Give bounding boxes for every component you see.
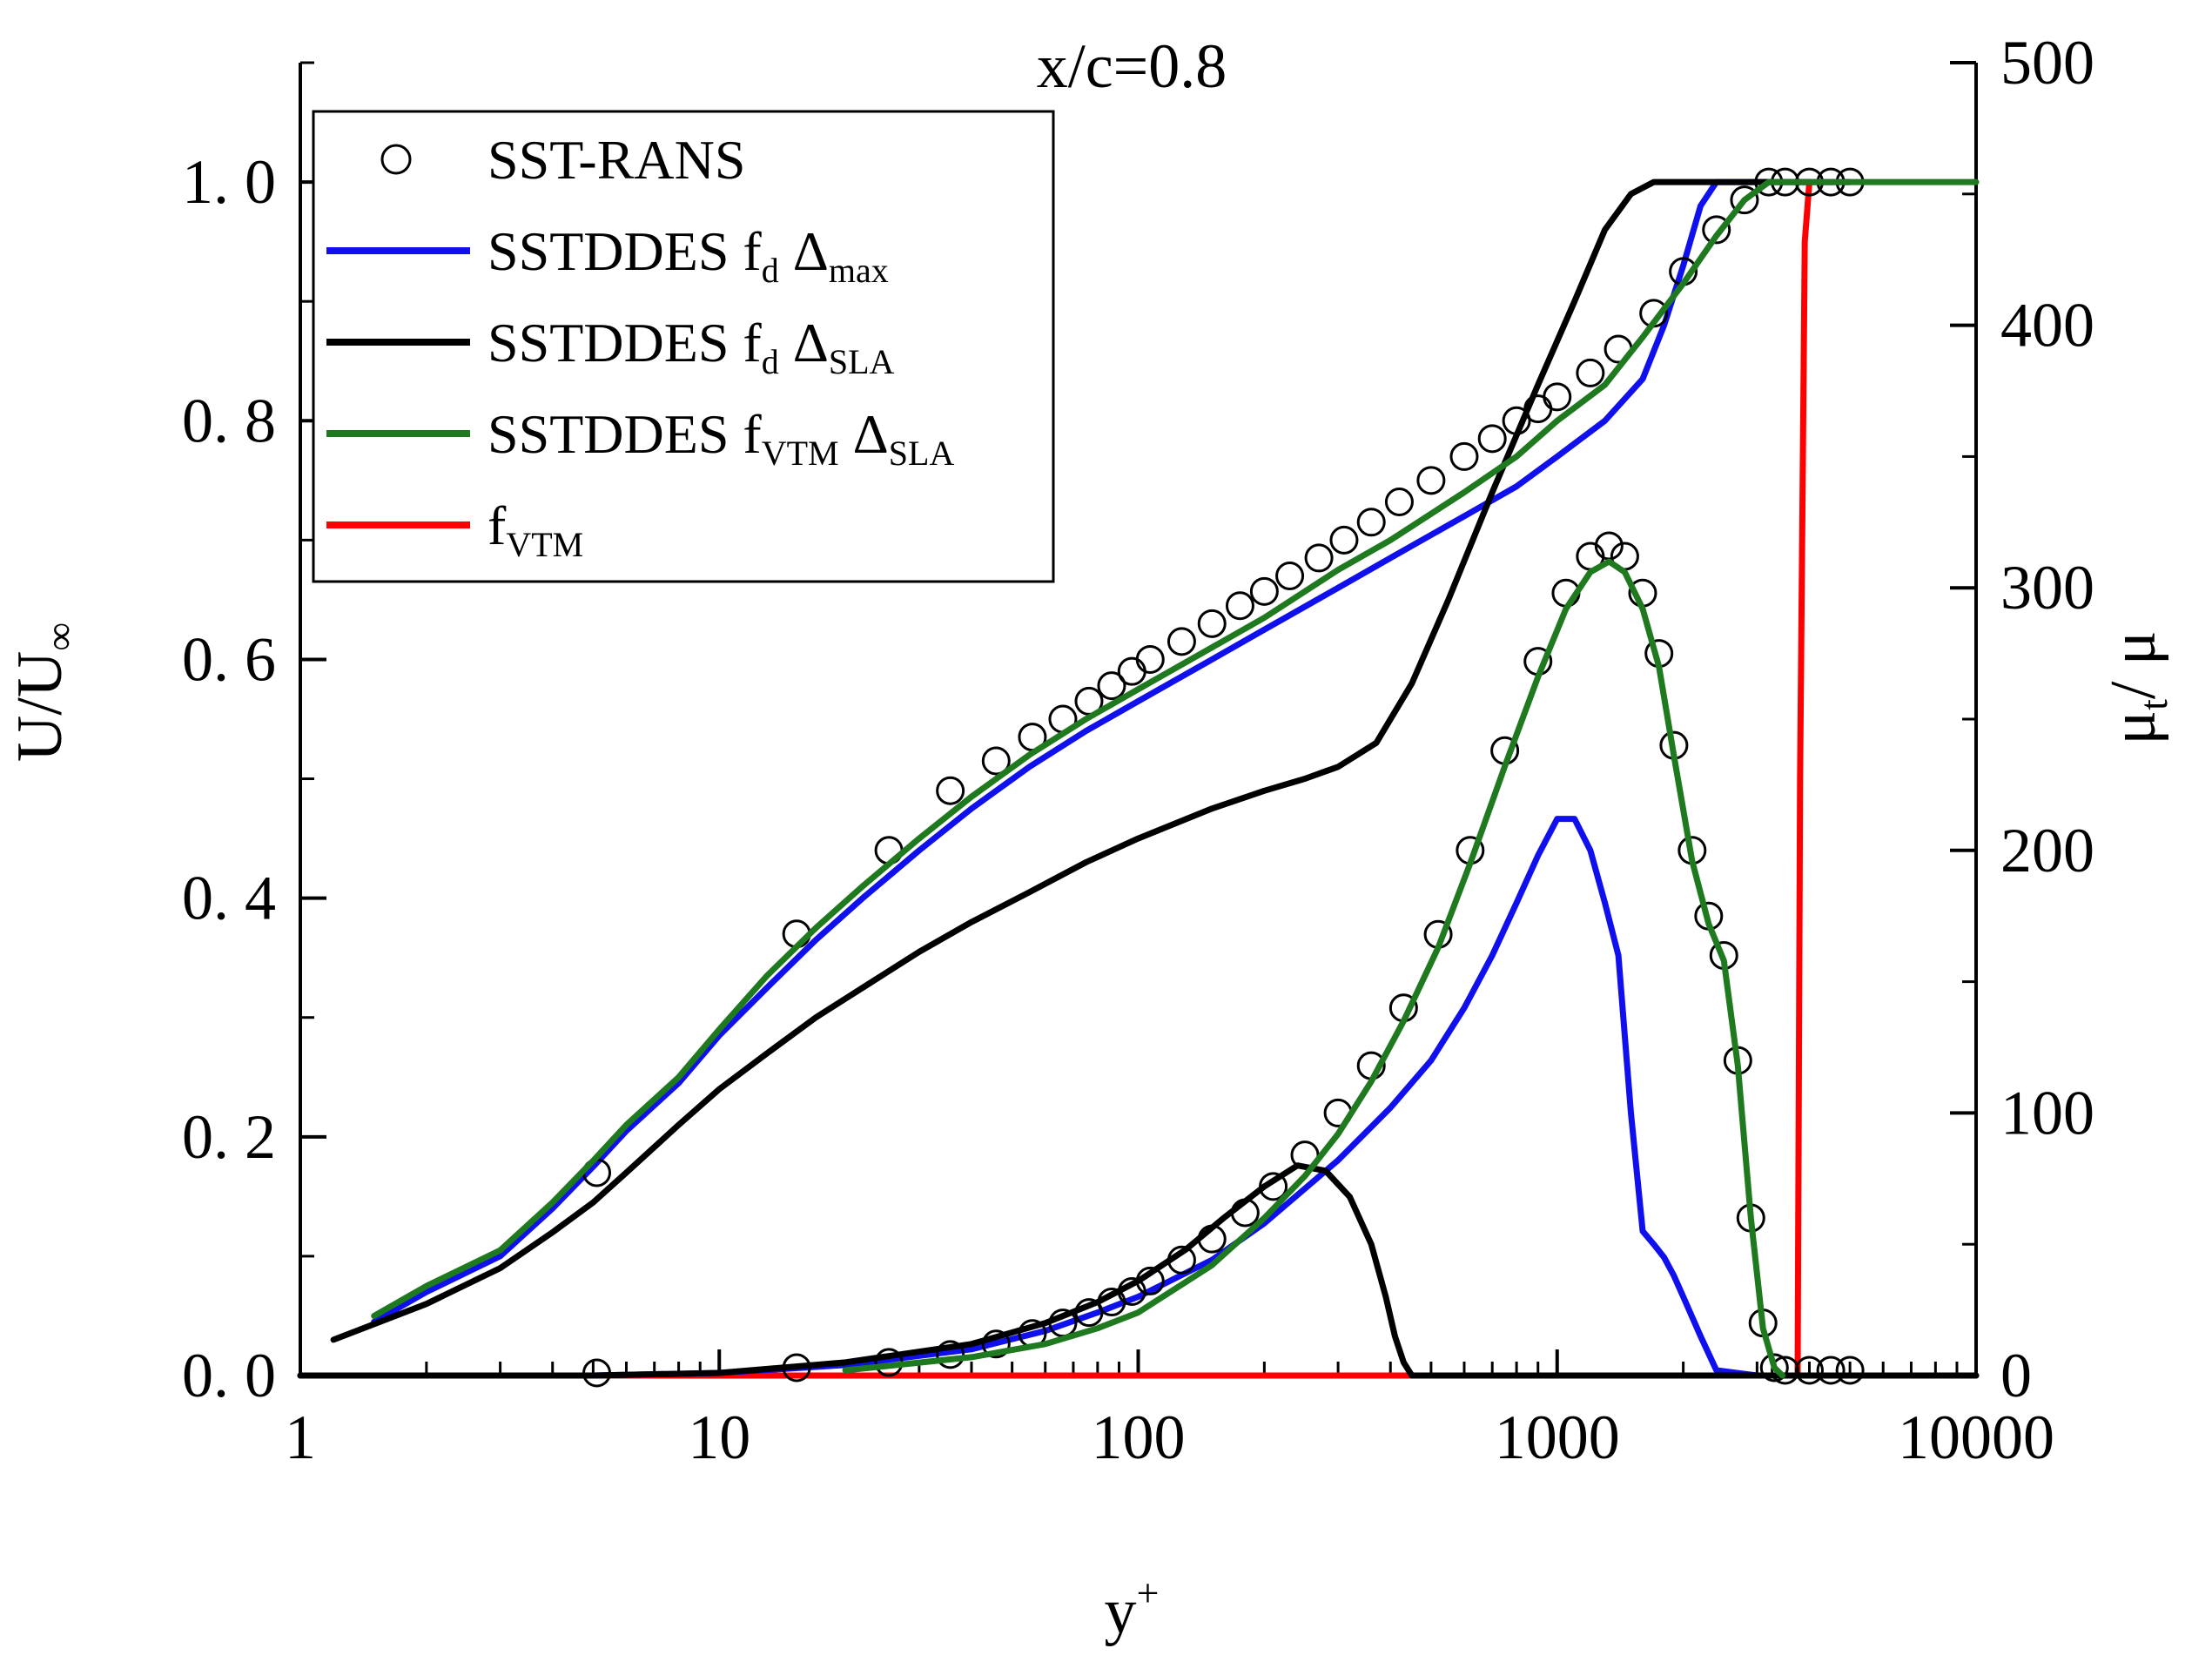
legend-label-fd_sla: SSTDDES fd ΔSLA (487, 312, 895, 381)
x-tick-label: 100 (1092, 1403, 1186, 1472)
fd_sla-velocity-line (330, 178, 1812, 1343)
fd_sla-viscosity-line (297, 1162, 1980, 1379)
sst_rans-viscosity-marker (1794, 1356, 1824, 1385)
x-tick-label: 1000 (1495, 1403, 1620, 1472)
sst_rans-viscosity-marker (1135, 1266, 1165, 1295)
sst_rans-velocity-marker (1730, 185, 1759, 215)
sst_rans-velocity-marker (1416, 466, 1446, 495)
legend-label-fvtm_sla: SSTDDES fVTM ΔSLA (487, 403, 954, 473)
sst_rans-viscosity-marker (582, 1358, 612, 1388)
legend-swatch-sst_rans (380, 144, 412, 175)
sst_rans-velocity-marker (1502, 406, 1531, 435)
x-axis-title: y+ (1105, 1571, 1160, 1647)
sst_rans-velocity-marker (1097, 671, 1126, 701)
fvtm_sla-velocity-line (371, 178, 1980, 1319)
legend-frame (312, 110, 1055, 583)
y-right-tick-label: 200 (2000, 816, 2094, 885)
sst_rans-velocity-marker (1167, 627, 1196, 656)
y-left-tick-label: 0. 6 (182, 624, 276, 694)
sst_rans-viscosity-marker (1771, 1356, 1800, 1385)
sst_rans-viscosity-marker (1230, 1198, 1260, 1228)
y-right-axis-title-text: μ (2098, 710, 2169, 745)
sst_rans-viscosity-marker (1835, 1356, 1865, 1385)
y-right-axis-title: μt/ μ (2098, 630, 2175, 744)
y-right-axis-title-group: μt/ μ (2098, 630, 2175, 744)
x-tick-label: 1 (285, 1403, 316, 1472)
sst_rans-velocity-marker (1249, 576, 1279, 606)
y-left-tick-label: 0. 8 (182, 386, 276, 455)
tick-labels: 1 10 100 1000 10000 0. 0 0. 2 0. 4 0. 6 0. 8 1. 0 0… (182, 28, 2094, 1472)
fd_max-viscosity-line (297, 816, 1980, 1379)
sst_rans-velocity-marker (1304, 543, 1334, 573)
sst_rans-velocity-marker (1384, 487, 1414, 516)
sst_rans-viscosity-marker (936, 1340, 965, 1369)
sst_rans-velocity-marker (1135, 644, 1165, 674)
y-left-axis-title: U/U∞ (4, 622, 82, 762)
sst_rans-velocity-marker (1576, 358, 1605, 387)
x-tick-label: 10 (688, 1403, 750, 1472)
y-left-axis-title-sub: ∞ (37, 622, 82, 651)
sst_rans-velocity-marker (1702, 215, 1731, 245)
y-left-tick-label: 0. 2 (182, 1102, 276, 1172)
x-tick-label: 10000 (1898, 1403, 2054, 1472)
sst_rans-velocity-marker (1477, 424, 1507, 454)
y-left-axis-title-group: U/U∞ (4, 622, 82, 762)
sst_rans-velocity-marker (1225, 591, 1254, 621)
y-left-tick-label: 0. 0 (182, 1341, 276, 1410)
y-right-tick-label: 100 (2000, 1078, 2094, 1147)
sst_rans-velocity-marker (981, 746, 1011, 776)
sst_rans-viscosity-marker (1259, 1172, 1288, 1201)
x-axis-title-text: y (1105, 1576, 1137, 1647)
legend: SST-RANS SSTDDES fd Δmax SSTDDES fd ΔSLA SS… (312, 110, 1055, 583)
sst_rans-viscosity-marker (1117, 1276, 1146, 1306)
plot-area (297, 167, 1980, 1388)
sst_rans-velocity-marker (1449, 441, 1479, 471)
sst_rans-viscosity-marker (1816, 1356, 1846, 1385)
sst_rans-velocity-marker (1275, 561, 1305, 590)
legend-label-sst_rans: SST-RANS (487, 129, 745, 191)
y-right-tick-label: 500 (2000, 28, 2094, 98)
sst_rans-velocity-marker (1543, 382, 1572, 412)
legend-label-fd_max: SSTDDES fd Δmax (487, 220, 889, 290)
sst_rans-viscosity-marker (1197, 1224, 1227, 1254)
sst_rans-viscosity-marker (1167, 1245, 1196, 1275)
sst_rans-velocity-marker (1356, 508, 1386, 537)
sst_rans-viscosity-marker (782, 1353, 811, 1383)
y-right-tick-label: 400 (2000, 291, 2094, 360)
sst_rans-viscosity-marker (1759, 1353, 1789, 1383)
fd_max-velocity-line (371, 178, 1853, 1325)
fvtm_sla-viscosity-line (842, 558, 1786, 1379)
chart-title: x/c=0.8 (1037, 31, 1227, 101)
y-left-axis-title-text: U/U (4, 651, 76, 762)
y-right-axis-title-suffix: / μ (2098, 630, 2169, 699)
y-right-axis-title-sub: t (2131, 699, 2175, 710)
sst_rans-velocity-marker (1329, 525, 1359, 555)
sst_rans-velocity-marker (1197, 609, 1227, 638)
x-axis-title-sup: + (1137, 1571, 1160, 1615)
sst_rans-viscosity-marker (981, 1329, 1011, 1359)
legend-label-fvtm: fVTM (487, 494, 583, 564)
sst_rans-velocity-marker (936, 776, 965, 805)
y-right-tick-label: 300 (2000, 553, 2094, 622)
y-left-tick-label: 0. 4 (182, 864, 276, 933)
y-left-tick-label: 1. 0 (182, 147, 276, 217)
y-right-tick-label: 0 (2000, 1341, 2032, 1410)
